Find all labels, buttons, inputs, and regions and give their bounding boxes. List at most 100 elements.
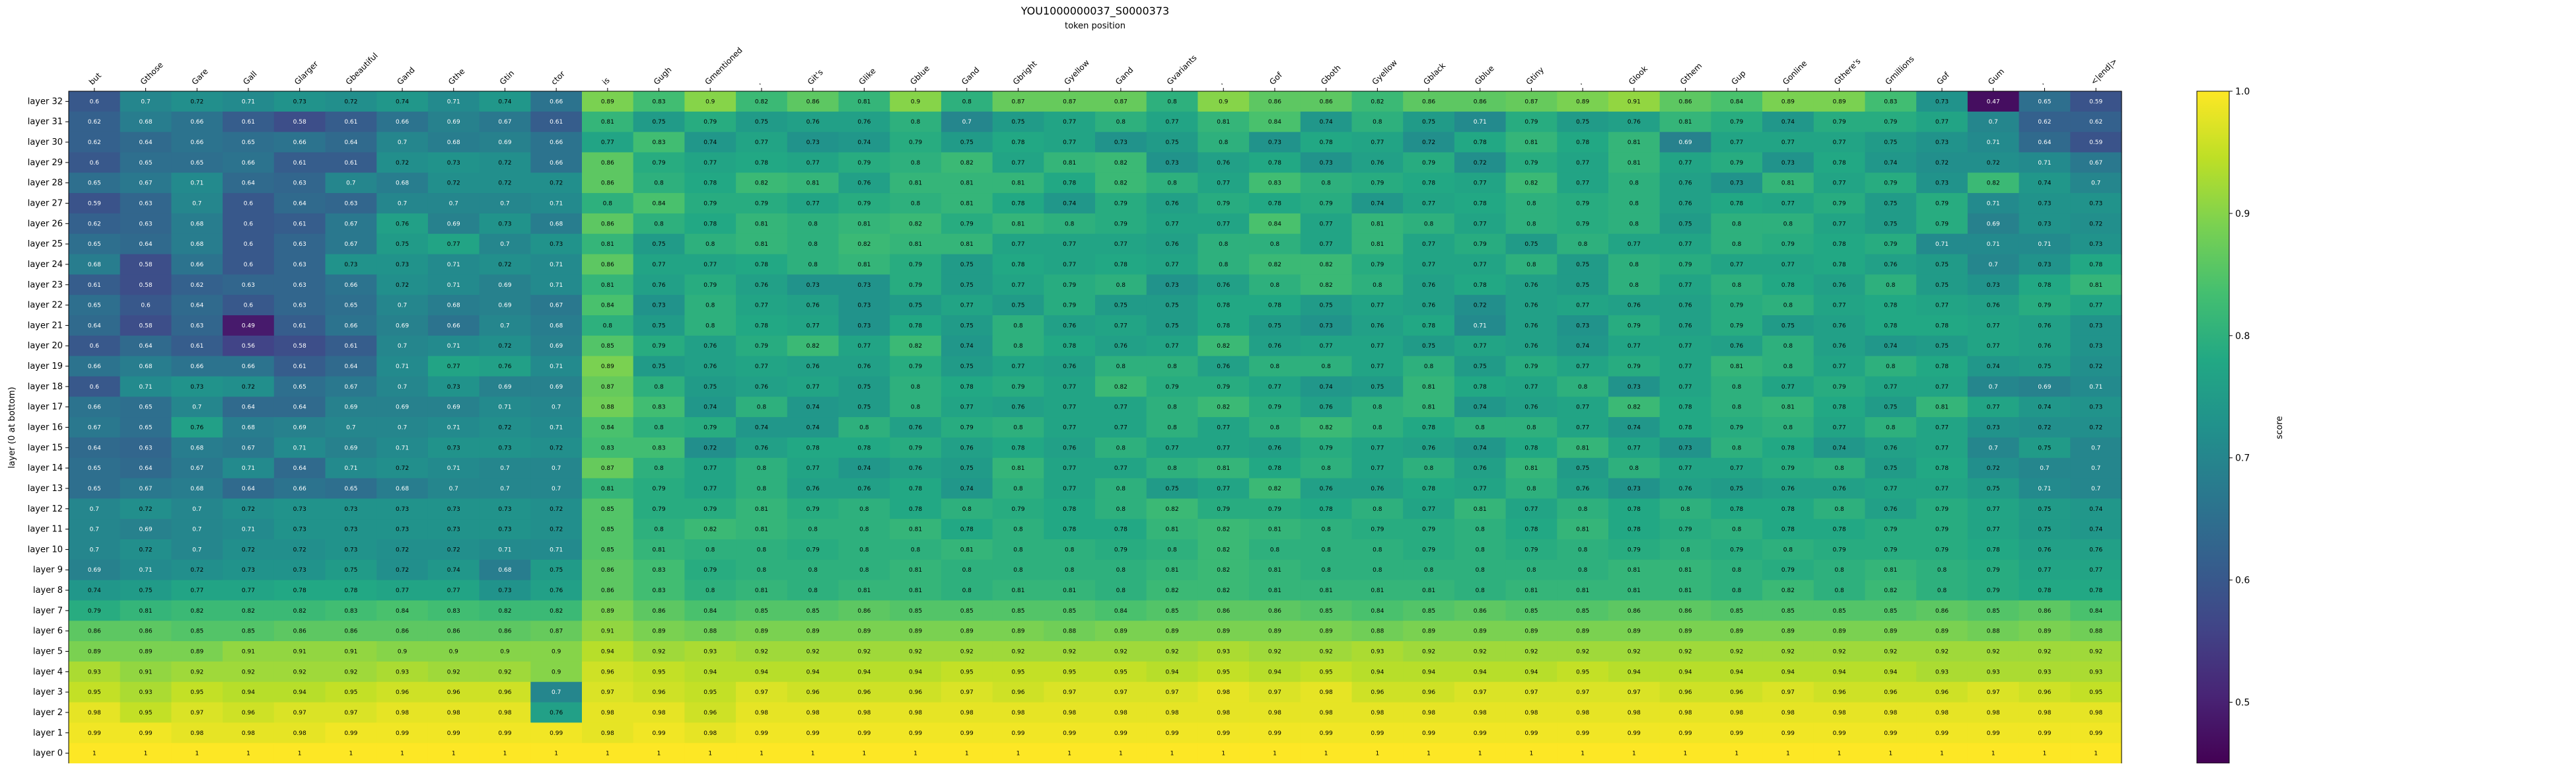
heatmap-cell-value: 0.59	[2089, 98, 2102, 105]
heatmap-cell	[1198, 580, 1250, 601]
x-tick-label: Glarger	[293, 59, 320, 87]
x-tick-label: Gtin	[498, 69, 517, 87]
heatmap-cell-value: 0.72	[242, 384, 255, 391]
heatmap-cell-value: 0.98	[2038, 710, 2051, 716]
heatmap-cell-value: 1	[1888, 751, 1892, 757]
heatmap-cell	[1762, 233, 1814, 255]
heatmap-cell-value: 0.73	[498, 588, 511, 594]
heatmap-cell	[1403, 152, 1455, 173]
heatmap-cell-value: 0.7	[2091, 445, 2100, 451]
heatmap-cell-value: 0.72	[2089, 364, 2102, 370]
heatmap-cell	[890, 661, 942, 683]
heatmap-cell-value: 0.77	[242, 588, 255, 594]
heatmap-cell-value: 0.8	[1065, 567, 1075, 574]
heatmap-cell	[69, 539, 121, 560]
heatmap-cell-value: 0.92	[1987, 649, 2000, 656]
heatmap-cell	[530, 254, 583, 275]
heatmap-cell-value: 0.66	[293, 139, 306, 146]
heatmap-cell-value: 0.81	[2089, 282, 2102, 289]
heatmap-cell-value: 0.78	[1628, 527, 1641, 533]
heatmap-cell-value: 0.8	[654, 425, 664, 432]
heatmap-cell	[1865, 478, 1917, 499]
heatmap-cell-value: 0.69	[447, 221, 460, 227]
heatmap-cell	[582, 661, 634, 683]
heatmap-cell-value: 0.8	[1783, 364, 1793, 370]
heatmap-cell-value: 0.76	[396, 221, 409, 227]
heatmap-cell	[273, 376, 326, 397]
heatmap-cell-value: 0.92	[2089, 649, 2102, 656]
heatmap-cell-value: 0.77	[1371, 465, 1384, 472]
heatmap-cell	[787, 376, 840, 397]
heatmap-cell-value: 0.65	[88, 465, 101, 472]
heatmap-cell	[838, 213, 890, 235]
heatmap-cell	[1659, 417, 1711, 438]
heatmap-cell-value: 0.72	[396, 547, 409, 553]
heatmap-cell-value: 0.77	[703, 160, 717, 167]
heatmap-cell-value: 0.79	[755, 343, 768, 350]
heatmap-cell-value: 0.8	[1424, 221, 1434, 227]
heatmap-cell-value: 0.78	[1114, 262, 1127, 268]
heatmap-cell-value: 0.79	[703, 282, 717, 289]
heatmap-cell	[325, 213, 377, 235]
heatmap-cell-value: 0.98	[1987, 710, 2000, 716]
heatmap-cell-value: 0.79	[1628, 547, 1641, 553]
heatmap-cell-value: 0.82	[190, 608, 203, 615]
heatmap-cell-value: 0.8	[1732, 567, 1742, 574]
heatmap-cell-value: 0.8	[1270, 364, 1280, 370]
heatmap-cell-value: 0.81	[1730, 364, 1743, 370]
heatmap-cell-value: 0.8	[603, 323, 613, 329]
heatmap-cell	[479, 132, 531, 153]
heatmap-cell-value: 0.98	[88, 710, 101, 716]
heatmap-cell-value: 0.61	[293, 160, 306, 167]
heatmap-cell-value: 0.76	[909, 465, 922, 472]
y-tick-label: layer 27	[28, 199, 63, 209]
heatmap-cell-value: 0.86	[1320, 98, 1333, 105]
heatmap-cell	[838, 722, 890, 744]
heatmap-cell-value: 0.71	[550, 364, 563, 370]
heatmap-cell-value: 0.77	[1114, 323, 1127, 329]
heatmap-cell	[1198, 356, 1250, 377]
heatmap-cell	[1865, 132, 1917, 153]
heatmap-cell	[273, 743, 326, 764]
heatmap-cell-value: 0.8	[1116, 119, 1126, 126]
heatmap-cell	[1454, 233, 1507, 255]
heatmap-cell-value: 0.76	[1371, 486, 1384, 492]
heatmap-cell	[1865, 397, 1917, 418]
heatmap-cell-value: 0.72	[498, 160, 511, 167]
heatmap-cell	[120, 213, 172, 235]
heatmap-cell	[427, 132, 480, 153]
heatmap-cell-value: 0.99	[1781, 730, 1795, 737]
heatmap-cell	[582, 132, 634, 153]
heatmap-cell	[273, 132, 326, 153]
heatmap-cell	[376, 722, 429, 744]
heatmap-cell-value: 0.6	[90, 384, 100, 391]
heatmap-cell	[1967, 437, 2020, 459]
heatmap-cell	[1198, 621, 1250, 642]
heatmap-cell	[890, 559, 942, 581]
heatmap-cell-value: 0.7	[398, 384, 407, 391]
heatmap-cell-value: 0.68	[396, 486, 409, 492]
heatmap-cell	[1762, 397, 1814, 418]
heatmap-cell-value: 0.9	[449, 649, 459, 656]
heatmap-cell-value: 0.86	[601, 160, 614, 167]
heatmap-cell	[120, 681, 172, 703]
heatmap-cell	[1300, 315, 1353, 336]
heatmap-cell-value: 0.73	[396, 506, 409, 513]
heatmap-cell-value: 0.79	[1833, 119, 1846, 126]
heatmap-cell-value: 0.82	[909, 343, 922, 350]
heatmap-cell	[736, 172, 788, 194]
heatmap-cell-value: 0.76	[1166, 201, 1179, 208]
heatmap-cell	[1813, 315, 1866, 336]
heatmap-cell	[530, 600, 583, 621]
heatmap-cell	[479, 111, 531, 133]
heatmap-cell	[1095, 580, 1147, 601]
heatmap-cell-value: 0.62	[190, 282, 203, 289]
heatmap-cell-value: 0.86	[601, 221, 614, 227]
heatmap-cell	[1249, 457, 1301, 479]
heatmap-cell-value: 0.82	[960, 160, 974, 167]
heatmap-cell-value: 0.73	[1935, 180, 1949, 187]
heatmap-cell	[684, 641, 736, 662]
heatmap-cell-value: 0.77	[1628, 241, 1641, 248]
heatmap-cell-value: 1	[246, 751, 250, 757]
heatmap-cell-value: 0.98	[755, 710, 768, 716]
